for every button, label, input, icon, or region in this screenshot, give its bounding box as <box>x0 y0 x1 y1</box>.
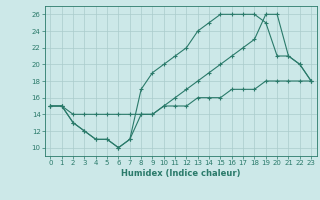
X-axis label: Humidex (Indice chaleur): Humidex (Indice chaleur) <box>121 169 241 178</box>
